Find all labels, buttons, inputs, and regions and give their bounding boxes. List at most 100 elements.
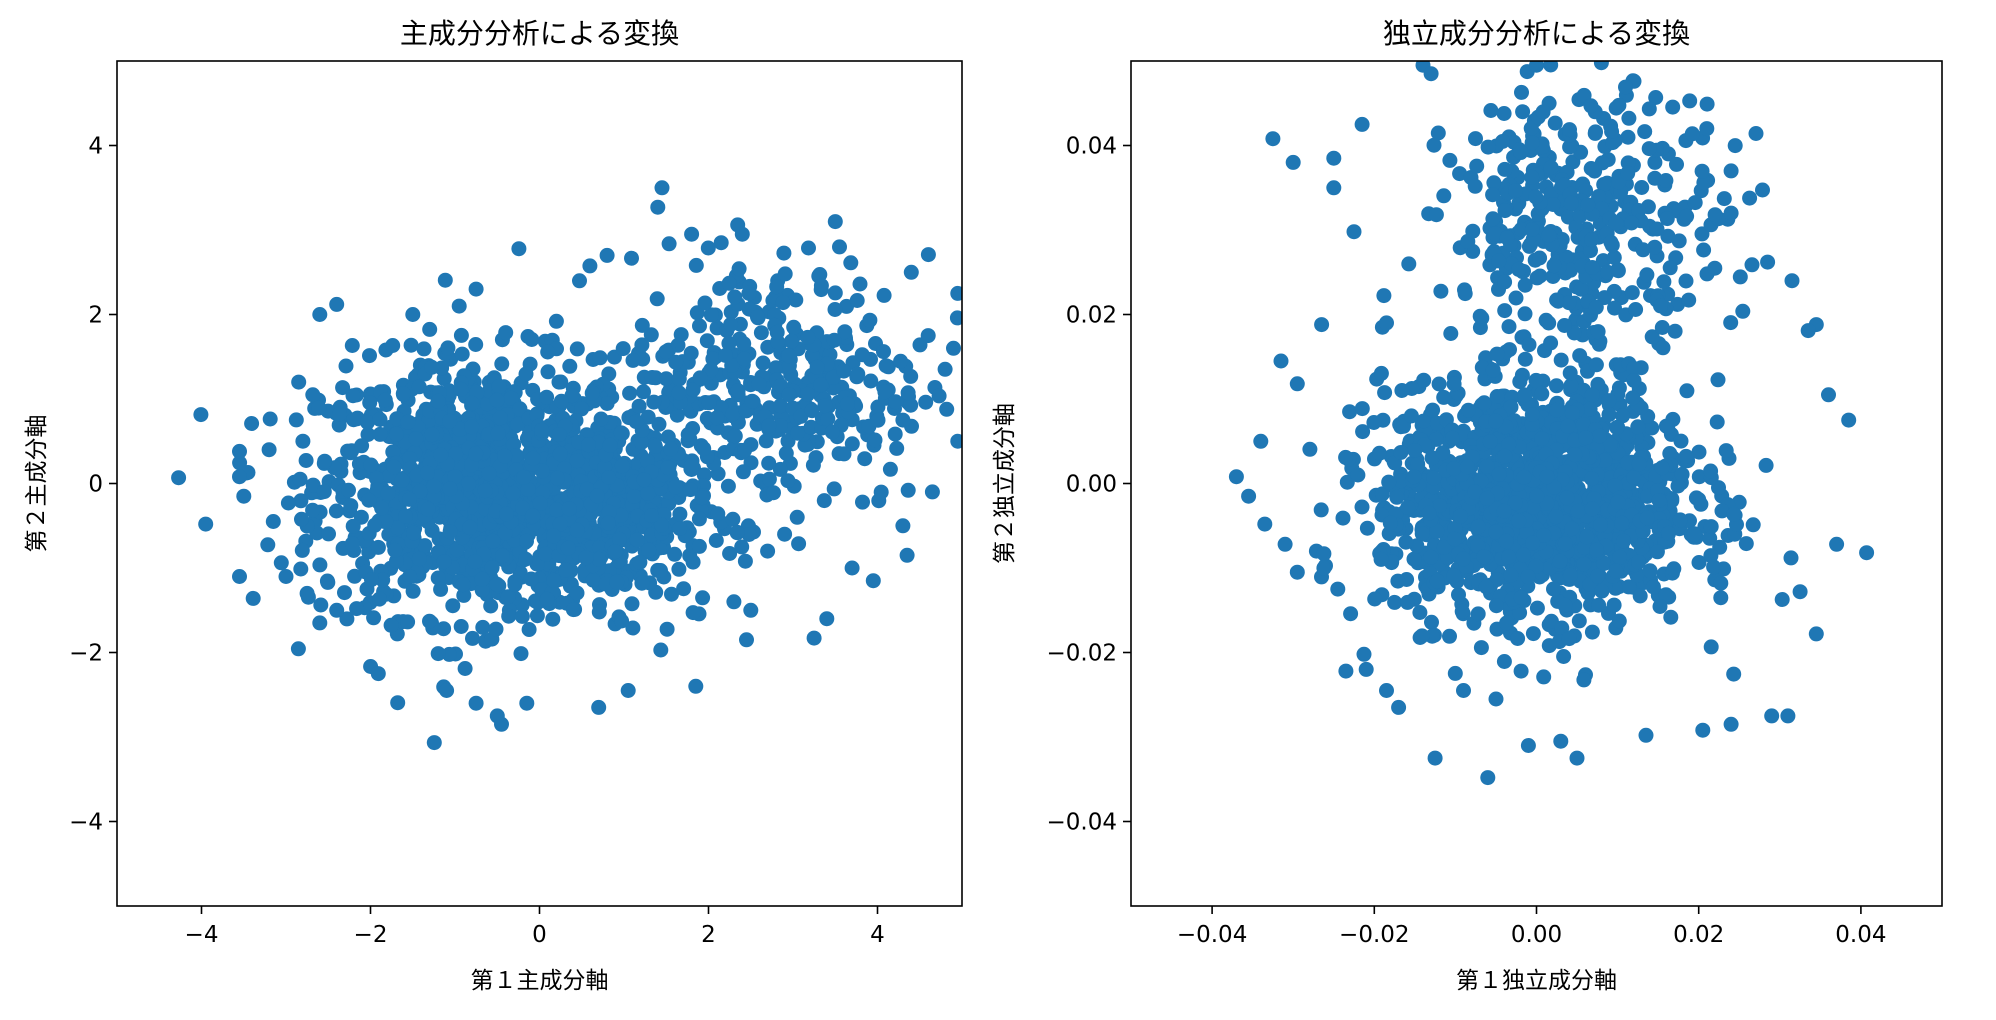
- ica-data-point: [1455, 551, 1471, 567]
- pca-data-point: [273, 555, 289, 571]
- ica-data-point: [1546, 581, 1561, 597]
- ica-data-point: [1732, 269, 1748, 285]
- ica-data-point: [1539, 469, 1555, 485]
- ica-data-point: [1486, 175, 1502, 191]
- ica-data-point: [1626, 470, 1642, 485]
- ica-data-point: [1648, 90, 1664, 105]
- ica-data-point: [1620, 165, 1636, 181]
- ica-data-point: [1639, 510, 1655, 526]
- ica-data-point: [1501, 436, 1517, 452]
- ica-data-point: [1859, 545, 1875, 561]
- ica-data-point: [1784, 273, 1800, 289]
- pca-data-point: [680, 427, 696, 442]
- pca-data-point: [312, 615, 328, 631]
- ica-data-point: [1610, 263, 1626, 279]
- pca-data-point: [491, 378, 507, 394]
- pca-data-point: [518, 366, 534, 382]
- ica-data-point: [1350, 467, 1366, 483]
- ica-data-point: [1703, 463, 1719, 479]
- pca-data-point: [824, 424, 840, 440]
- pca-data-point: [488, 621, 504, 637]
- pca-data-point: [311, 400, 327, 416]
- ica-x-tick-label: −0.02: [1339, 922, 1409, 948]
- ica-data-point: [1451, 587, 1466, 603]
- ica-data-point: [1626, 360, 1642, 376]
- pca-data-point: [534, 422, 550, 438]
- pca-data-point: [741, 285, 757, 301]
- ica-data-point: [1694, 163, 1710, 179]
- ica-data-point: [1709, 414, 1725, 430]
- ica-data-point: [1487, 226, 1503, 242]
- pca-data-point: [876, 287, 892, 303]
- ica-data-point: [1532, 250, 1548, 266]
- pca-data-point: [550, 470, 565, 486]
- pca-data-point: [819, 611, 835, 627]
- pca-data-point: [512, 401, 528, 417]
- ica-data-point: [1562, 122, 1577, 138]
- ica-data-point: [1429, 573, 1445, 589]
- pca-data-point: [844, 560, 860, 576]
- ica-data-point: [1631, 554, 1646, 570]
- pca-data-point: [644, 370, 660, 385]
- pca-data-point: [671, 371, 687, 387]
- ica-data-point: [1393, 473, 1409, 489]
- pca-data-point: [294, 542, 310, 558]
- ica-data-point: [1546, 479, 1562, 495]
- pca-data-point: [461, 476, 477, 492]
- pca-data-point: [931, 388, 947, 404]
- pca-data-point: [755, 355, 771, 371]
- pca-data-point: [546, 528, 561, 544]
- ica-data-point: [1713, 590, 1729, 606]
- pca-data-point: [540, 364, 556, 380]
- pca-data-point: [736, 336, 752, 352]
- ica-data-point: [1604, 124, 1620, 139]
- pca-data-point: [903, 264, 919, 280]
- pca-data-point: [937, 361, 953, 377]
- ica-data-point: [1447, 520, 1463, 536]
- pca-data-point: [402, 569, 418, 584]
- pca-data-point: [632, 554, 648, 570]
- ica-data-point: [1401, 256, 1417, 272]
- pca-data-point: [654, 517, 669, 533]
- pca-data-point: [878, 358, 894, 374]
- ica-data-point: [1423, 549, 1439, 565]
- pca-data-point: [827, 214, 843, 230]
- ica-data-point: [1656, 274, 1672, 290]
- ica-data-point: [1485, 187, 1501, 203]
- ica-data-point: [1583, 98, 1599, 114]
- ica-data-point: [1460, 402, 1476, 418]
- ica-data-point: [1588, 299, 1604, 315]
- pca-data-point: [445, 598, 461, 614]
- pca-data-point: [390, 695, 406, 711]
- pca-data-point: [784, 333, 799, 349]
- ica-data-point: [1590, 568, 1605, 584]
- ica-data-point: [1316, 560, 1332, 576]
- ica-data-point: [1335, 510, 1351, 526]
- pca-data-point: [682, 482, 698, 498]
- pca-data-point: [805, 457, 821, 473]
- pca-x-tick-label: 2: [701, 922, 716, 948]
- pca-data-point: [826, 481, 842, 497]
- ica-data-point: [1621, 579, 1637, 595]
- pca-data-point: [232, 443, 247, 459]
- pca-data-point: [405, 583, 421, 599]
- pca-data-point: [574, 401, 589, 417]
- pca-data-point: [468, 337, 484, 352]
- pca-data-point: [737, 553, 753, 569]
- ica-data-point: [1638, 727, 1654, 743]
- pca-data-point: [613, 507, 629, 523]
- ica-data-point: [1436, 539, 1452, 555]
- pca-data-point: [832, 239, 847, 255]
- ica-data-point: [1430, 125, 1446, 141]
- pca-data-point: [692, 370, 708, 386]
- ica-data-point: [1628, 302, 1644, 317]
- ica-y-tick-label: −0.02: [1047, 641, 1117, 667]
- ica-data-point: [1667, 323, 1683, 339]
- pca-data-point: [708, 533, 724, 548]
- pca-data-point: [862, 312, 878, 328]
- ica-data-point: [1625, 390, 1641, 406]
- pca-data-point: [781, 348, 797, 364]
- pca-data-point: [873, 484, 889, 500]
- ica-data-point: [1387, 594, 1403, 610]
- ica-data-point: [1635, 242, 1651, 258]
